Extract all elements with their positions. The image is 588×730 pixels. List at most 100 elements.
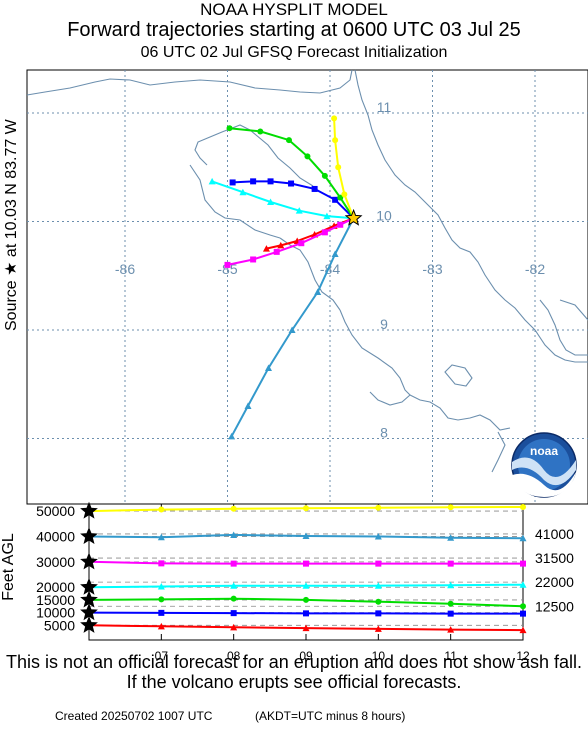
height-point	[230, 610, 237, 617]
height-tick-label: 40000	[36, 528, 75, 544]
height-start-star	[80, 603, 98, 621]
height-point	[157, 622, 165, 630]
source-star	[344, 208, 363, 226]
trajectory-point	[321, 229, 328, 236]
height-point	[520, 603, 526, 610]
height-point	[374, 582, 382, 589]
height-start-star	[80, 590, 98, 608]
time-tick-label: 08	[227, 649, 241, 663]
lon-tick-label: -86	[115, 261, 135, 277]
trajectory-point	[321, 172, 328, 179]
height-point	[447, 581, 455, 589]
height-point	[303, 505, 309, 512]
height-point	[157, 533, 165, 541]
trajectory-point	[228, 432, 236, 440]
lat-tick-label: 9	[380, 316, 388, 332]
disclaimer-text: This is not an official forecast for an …	[6, 652, 582, 692]
trajectory-point	[335, 164, 342, 171]
height-point	[520, 610, 526, 617]
height-point	[447, 534, 455, 541]
time-tick-label: 11	[444, 649, 457, 663]
height-point	[230, 505, 237, 512]
height-point	[158, 560, 165, 567]
trajectory-point	[298, 240, 305, 247]
height-point	[303, 560, 309, 567]
height-point	[447, 610, 454, 617]
height-point	[447, 626, 455, 633]
height-point	[519, 626, 527, 634]
trajectory-point	[277, 241, 285, 249]
lat-tick-label: 10	[376, 208, 392, 224]
chart-title-line2: Forward trajectories starting at 0600 UT…	[67, 19, 521, 41]
trajectory-point	[250, 178, 257, 185]
height-point	[230, 623, 238, 631]
height-point	[447, 560, 454, 567]
height-point	[303, 596, 309, 603]
height-point	[158, 506, 165, 513]
trajectory-point	[286, 137, 292, 144]
height-right-label: 41000	[535, 526, 574, 542]
height-point	[302, 624, 310, 632]
trajectory-point	[224, 261, 231, 268]
map-gridlines	[27, 70, 588, 504]
trajectory-point	[332, 137, 339, 144]
height-point	[520, 504, 526, 511]
height-gridlines	[89, 510, 523, 626]
height-start-star	[80, 527, 98, 544]
height-point	[375, 560, 382, 567]
trajectory-lines	[208, 115, 363, 440]
noaa-logo-text: noaa	[530, 444, 558, 458]
time-tick-label: 10	[372, 649, 386, 663]
time-tick-label: 09	[299, 649, 313, 663]
height-point	[230, 595, 237, 602]
trajectory-point	[314, 288, 322, 296]
height-start-star	[80, 577, 98, 595]
trajectory-point	[337, 194, 344, 201]
trajectory-point	[208, 177, 216, 185]
height-point	[520, 560, 526, 567]
trajectory-point	[288, 180, 295, 187]
height-tick-label: 15000	[36, 592, 75, 608]
height-point	[158, 609, 165, 616]
height-point	[230, 531, 238, 538]
trajectory-point	[267, 198, 275, 205]
time-tick-label: 12	[516, 649, 530, 663]
noaa-logo: noaa	[511, 432, 577, 498]
trajectory-point	[341, 191, 348, 198]
trajectory-point	[250, 256, 257, 263]
lat-tick-label: 11	[377, 99, 392, 115]
height-point	[375, 610, 382, 617]
height-panel-frame	[88, 503, 524, 641]
trajectory-point	[332, 196, 339, 203]
lon-tick-label: -85	[217, 261, 237, 277]
trajectory-point	[239, 188, 247, 196]
height-point	[447, 600, 454, 607]
time-tick-label: 07	[155, 649, 169, 663]
trajectory-point	[331, 115, 338, 122]
height-point	[375, 504, 382, 511]
height-point	[230, 560, 237, 567]
lat-tick-label: 8	[380, 425, 388, 441]
trajectory-point	[244, 402, 252, 409]
trajectory-point	[288, 326, 296, 333]
chart-title-line3: 06 UTC 02 Jul GFSQ Forecast Initializati…	[140, 44, 448, 61]
trajectory-point	[226, 125, 233, 132]
height-point	[230, 582, 238, 589]
lon-tick-label: -84	[320, 261, 340, 277]
height-right-label: 12500	[535, 598, 574, 614]
trajectory-point	[323, 212, 331, 220]
trajectory-point	[262, 245, 270, 252]
trajectory-point	[257, 128, 264, 135]
trajectory-point	[267, 178, 274, 185]
height-point	[302, 582, 310, 589]
height-point	[519, 534, 527, 542]
height-tick-label: 10000	[36, 605, 75, 621]
trajectory-point	[311, 185, 318, 192]
timezone-note: (AKDT=UTC minus 8 hours)	[255, 709, 406, 723]
height-point	[157, 582, 165, 590]
height-right-label: 22000	[535, 574, 574, 590]
height-point	[519, 581, 527, 588]
created-timestamp: Created 20250702 1007 UTC	[55, 709, 213, 723]
